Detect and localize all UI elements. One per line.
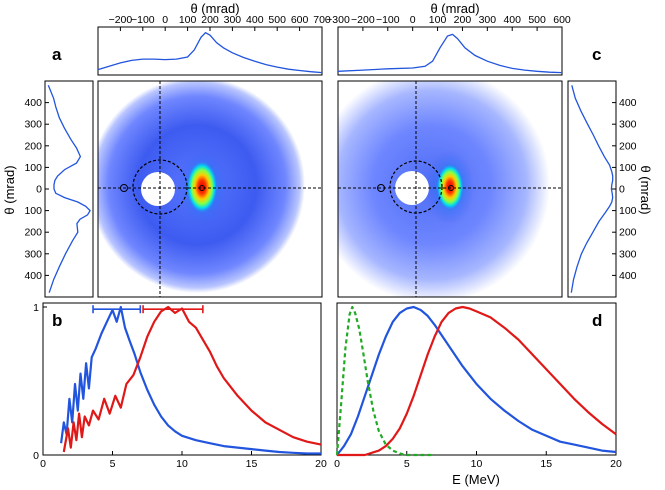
- a_top-tick-label-4: 200: [201, 14, 219, 26]
- c_right-tick-label-4: 0: [619, 184, 625, 196]
- c_top-tick-label-6: 300: [479, 14, 497, 26]
- d-series-line-blue: [336, 305, 617, 456]
- a_top-tick-label-1: −100: [131, 14, 155, 26]
- c_right-tick-label-2: 200: [619, 140, 637, 152]
- a_top-series-line-0: [97, 31, 323, 74]
- c_right-tick-label-1: 300: [619, 119, 637, 131]
- a-top-profile-plot: −200−100 0 100 200 300 400 500 600 700: [97, 14, 331, 76]
- a_top-frame: [97, 26, 323, 76]
- c-right-profile-plot: 400 300 200 100 0 100 200 300 400: [567, 80, 637, 298]
- d-series-line-red: [337, 305, 617, 457]
- d-xtick-label-0: 0: [334, 458, 340, 470]
- c-top-profile-plot: −300 −200 −100 0 100 200 300 400 500 600: [326, 14, 571, 76]
- a_top-tick-label-3: 100: [179, 14, 197, 26]
- d-xtick-label-4: 20: [610, 458, 622, 470]
- c_right-tick-label-7: 300: [619, 248, 637, 260]
- c-image-heatmap: [338, 81, 562, 297]
- c-right-ylabel: θ (mrad): [638, 165, 653, 214]
- b-ytick-label-0: 0: [33, 450, 39, 462]
- d-series-line-green-dotted: [335, 305, 435, 457]
- c_top-tick-label-8: 500: [528, 14, 546, 26]
- a_left-tick-label-7: 300: [24, 248, 42, 260]
- a_left-tick-label-6: 200: [24, 227, 42, 239]
- c_right-tick-label-5: 100: [619, 205, 637, 217]
- a-image-heatmap: [98, 81, 322, 297]
- c_right-tick-label-6: 200: [619, 227, 637, 239]
- c_top-tick-label-5: 200: [454, 14, 472, 26]
- c_top-tick-label-4: 100: [429, 14, 447, 26]
- c_right-frame: [567, 80, 617, 298]
- a-top-xlabel: θ (mrad): [190, 1, 239, 16]
- panel-label-c: c: [592, 45, 601, 64]
- c_right-tick-label-0: 400: [619, 97, 637, 109]
- a_left-tick-label-0: 400: [24, 97, 42, 109]
- c_top-tick-label-0: −300: [326, 14, 350, 26]
- c_top-tick-label-7: 400: [503, 14, 521, 26]
- b-xtick-label-0: 0: [40, 458, 46, 470]
- panel-label-a: a: [52, 45, 62, 64]
- a_left-tick-label-4: 0: [36, 184, 42, 196]
- d-frame: [336, 302, 617, 456]
- b-series-line-red: [62, 305, 322, 453]
- d-spectrum-plot: 0 5 10 15 20: [334, 302, 622, 470]
- c_right-tick-label-8: 400: [619, 270, 637, 282]
- a_top-tick-label-8: 600: [291, 14, 309, 26]
- a_left-tick-label-3: 100: [24, 162, 42, 174]
- b-xtick-label-3: 15: [246, 458, 258, 470]
- c_top-series-line-0: [337, 33, 563, 74]
- c-top-xlabel: θ (mrad): [430, 1, 479, 16]
- c-image-frame: [337, 80, 563, 298]
- c_top-tick-label-3: 0: [410, 14, 416, 26]
- d-xtick-label-2: 10: [471, 458, 483, 470]
- a_top-tick-label-7: 500: [268, 14, 286, 26]
- a_top-tick-label-0: −200: [109, 14, 133, 26]
- a_left-series-line-0: [47, 85, 91, 293]
- d-xtick-label-1: 5: [404, 458, 410, 470]
- panel-label-b: b: [52, 311, 62, 330]
- c_top-tick-label-1: −200: [351, 14, 375, 26]
- panel-label-d: d: [592, 311, 602, 330]
- b-series-line-blue: [60, 305, 321, 455]
- c_right-series-line-0: [570, 85, 614, 293]
- a_top-tick-label-5: 300: [224, 14, 242, 26]
- b-xtick-label-2: 10: [176, 458, 188, 470]
- a_left-tick-label-5: 100: [24, 205, 42, 217]
- a-left-ylabel: θ (mrad): [2, 165, 17, 214]
- c_right-tick-label-3: 100: [619, 162, 637, 174]
- a_top-tick-label-6: 400: [246, 14, 264, 26]
- d-xlabel: E (MeV): [452, 472, 500, 487]
- b-spectrum-plot: 0 5 10 15 20 0 1: [33, 302, 327, 470]
- b-xtick-label-4: 20: [315, 458, 327, 470]
- a-image-frame: [97, 80, 323, 298]
- a_top-tick-label-9: 700: [313, 14, 331, 26]
- c_top-frame: [337, 26, 563, 76]
- b-xtick-label-1: 5: [110, 458, 116, 470]
- b-ytick-label-1: 1: [33, 302, 39, 314]
- d-xtick-label-3: 15: [540, 458, 552, 470]
- a_left-tick-label-2: 200: [24, 140, 42, 152]
- a_left-frame: [44, 80, 94, 298]
- a_left-tick-label-8: 400: [24, 270, 42, 282]
- a-left-profile-plot: 400 300 200 100 0 100 200 300 400: [24, 80, 94, 298]
- c_top-tick-label-9: 600: [553, 14, 571, 26]
- a_top-tick-label-2: 0: [162, 14, 168, 26]
- a_left-tick-label-1: 300: [24, 119, 42, 131]
- c_top-tick-label-2: −100: [376, 14, 400, 26]
